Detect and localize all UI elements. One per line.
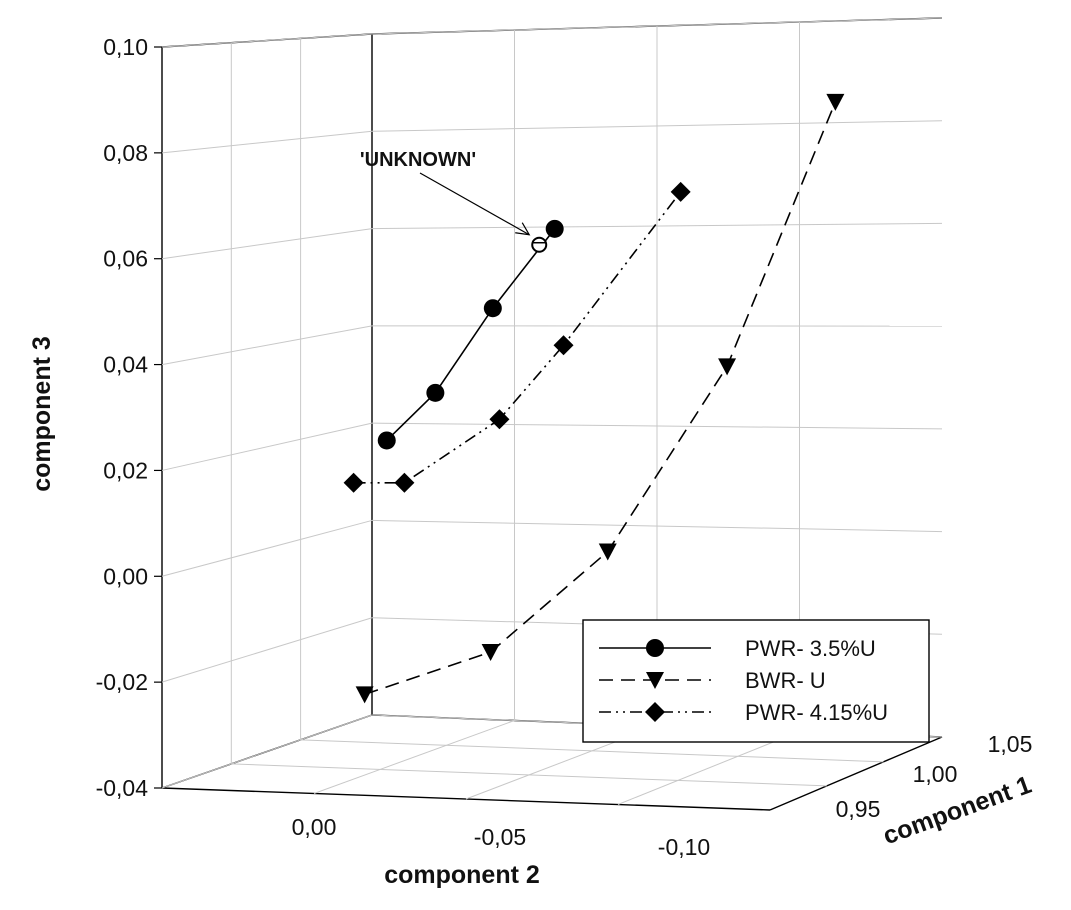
grid-left-wall-7 — [161, 33, 373, 48]
grid-left-wall-1 — [161, 617, 373, 683]
series-2-point-3 — [553, 335, 574, 356]
floor-right-edge — [769, 736, 943, 811]
series-layer — [343, 93, 845, 704]
annotation-0-arrow-head — [515, 222, 531, 236]
legend-label-2: PWR- 4.15%U — [745, 700, 888, 725]
annotation-layer: 'UNKNOWN' — [360, 149, 548, 253]
grid-floor-b-0 — [231, 763, 827, 787]
series-2-line — [353, 191, 682, 484]
series-1-point-0 — [355, 686, 374, 704]
series-0-point-0 — [377, 431, 396, 450]
series-2-point-1 — [394, 472, 415, 493]
y-axis-title: component 2 — [384, 861, 540, 889]
grid-left-wall-5 — [161, 228, 373, 260]
y-tick-label-0: 0,00 — [292, 814, 337, 840]
series-0-point-1 — [426, 383, 445, 402]
z-tick-label-3: 0,02 — [103, 457, 148, 483]
grid-left-wall-4 — [161, 325, 373, 366]
annotation-0-label: 'UNKNOWN' — [360, 149, 476, 171]
grid-floor-a-0 — [313, 720, 515, 794]
annotation-0-marker — [531, 236, 548, 253]
x-tick-label-2: 1,05 — [988, 731, 1033, 757]
z-tick-label-7: 0,10 — [103, 34, 148, 60]
z-tick-label-6: 0,08 — [103, 140, 148, 166]
grid-floor-b-1 — [300, 739, 884, 763]
series-2-point-4 — [670, 181, 691, 202]
grid-left-wall-3 — [161, 422, 373, 471]
series-1-point-2 — [598, 543, 617, 561]
z-tick-label-4: 0,04 — [103, 352, 148, 378]
legend-box — [582, 619, 930, 743]
y-tick-label-2: -0,10 — [658, 834, 710, 860]
legend: PWR- 3.5%U BWR- U PWR- 4.15%U — [582, 619, 930, 743]
series-0-point-3 — [545, 219, 564, 238]
series-1 — [355, 93, 845, 704]
annotation-0-arrow-line — [419, 172, 530, 236]
z-tick-label-2: 0,00 — [103, 563, 148, 589]
grid-left-wall-0 — [161, 714, 373, 789]
x-tick-label-1: 1,00 — [913, 761, 958, 787]
series-0-point-2 — [483, 299, 502, 318]
x-tick-label-0: 0,95 — [836, 796, 881, 822]
legend-label-1: BWR- U — [745, 668, 826, 693]
series-1-point-3 — [718, 358, 737, 376]
series-0 — [377, 219, 564, 450]
y-tick-label-1: -0,05 — [474, 824, 526, 850]
z-tick-label-0: -0,04 — [96, 775, 149, 801]
legend-label-0: PWR- 3.5%U — [745, 636, 876, 661]
legend-marker-1 — [646, 672, 664, 689]
series-0-line — [386, 228, 556, 442]
z-tick-label-1: -0,02 — [96, 669, 148, 695]
legend-marker-0 — [646, 639, 664, 657]
series-1-point-4 — [826, 93, 845, 111]
z-tick-label-5: 0,06 — [103, 246, 148, 272]
grid-left-wall-6 — [161, 130, 373, 154]
series-1-point-1 — [481, 644, 500, 662]
series-2 — [343, 181, 691, 493]
tick-labels: -0,04 -0,02 0,00 0,02 0,04 0,06 0,08 0,10 0,00 -0… — [96, 34, 1033, 860]
annotation-0: 'UNKNOWN' — [360, 149, 548, 253]
z-axis-title: component 3 — [28, 336, 56, 492]
legend-marker-2 — [645, 702, 665, 722]
grid-left-wall-2 — [161, 519, 373, 577]
series-2-point-0 — [343, 472, 364, 493]
grid-floor-a-2 — [617, 731, 800, 805]
series-2-point-2 — [489, 409, 510, 430]
